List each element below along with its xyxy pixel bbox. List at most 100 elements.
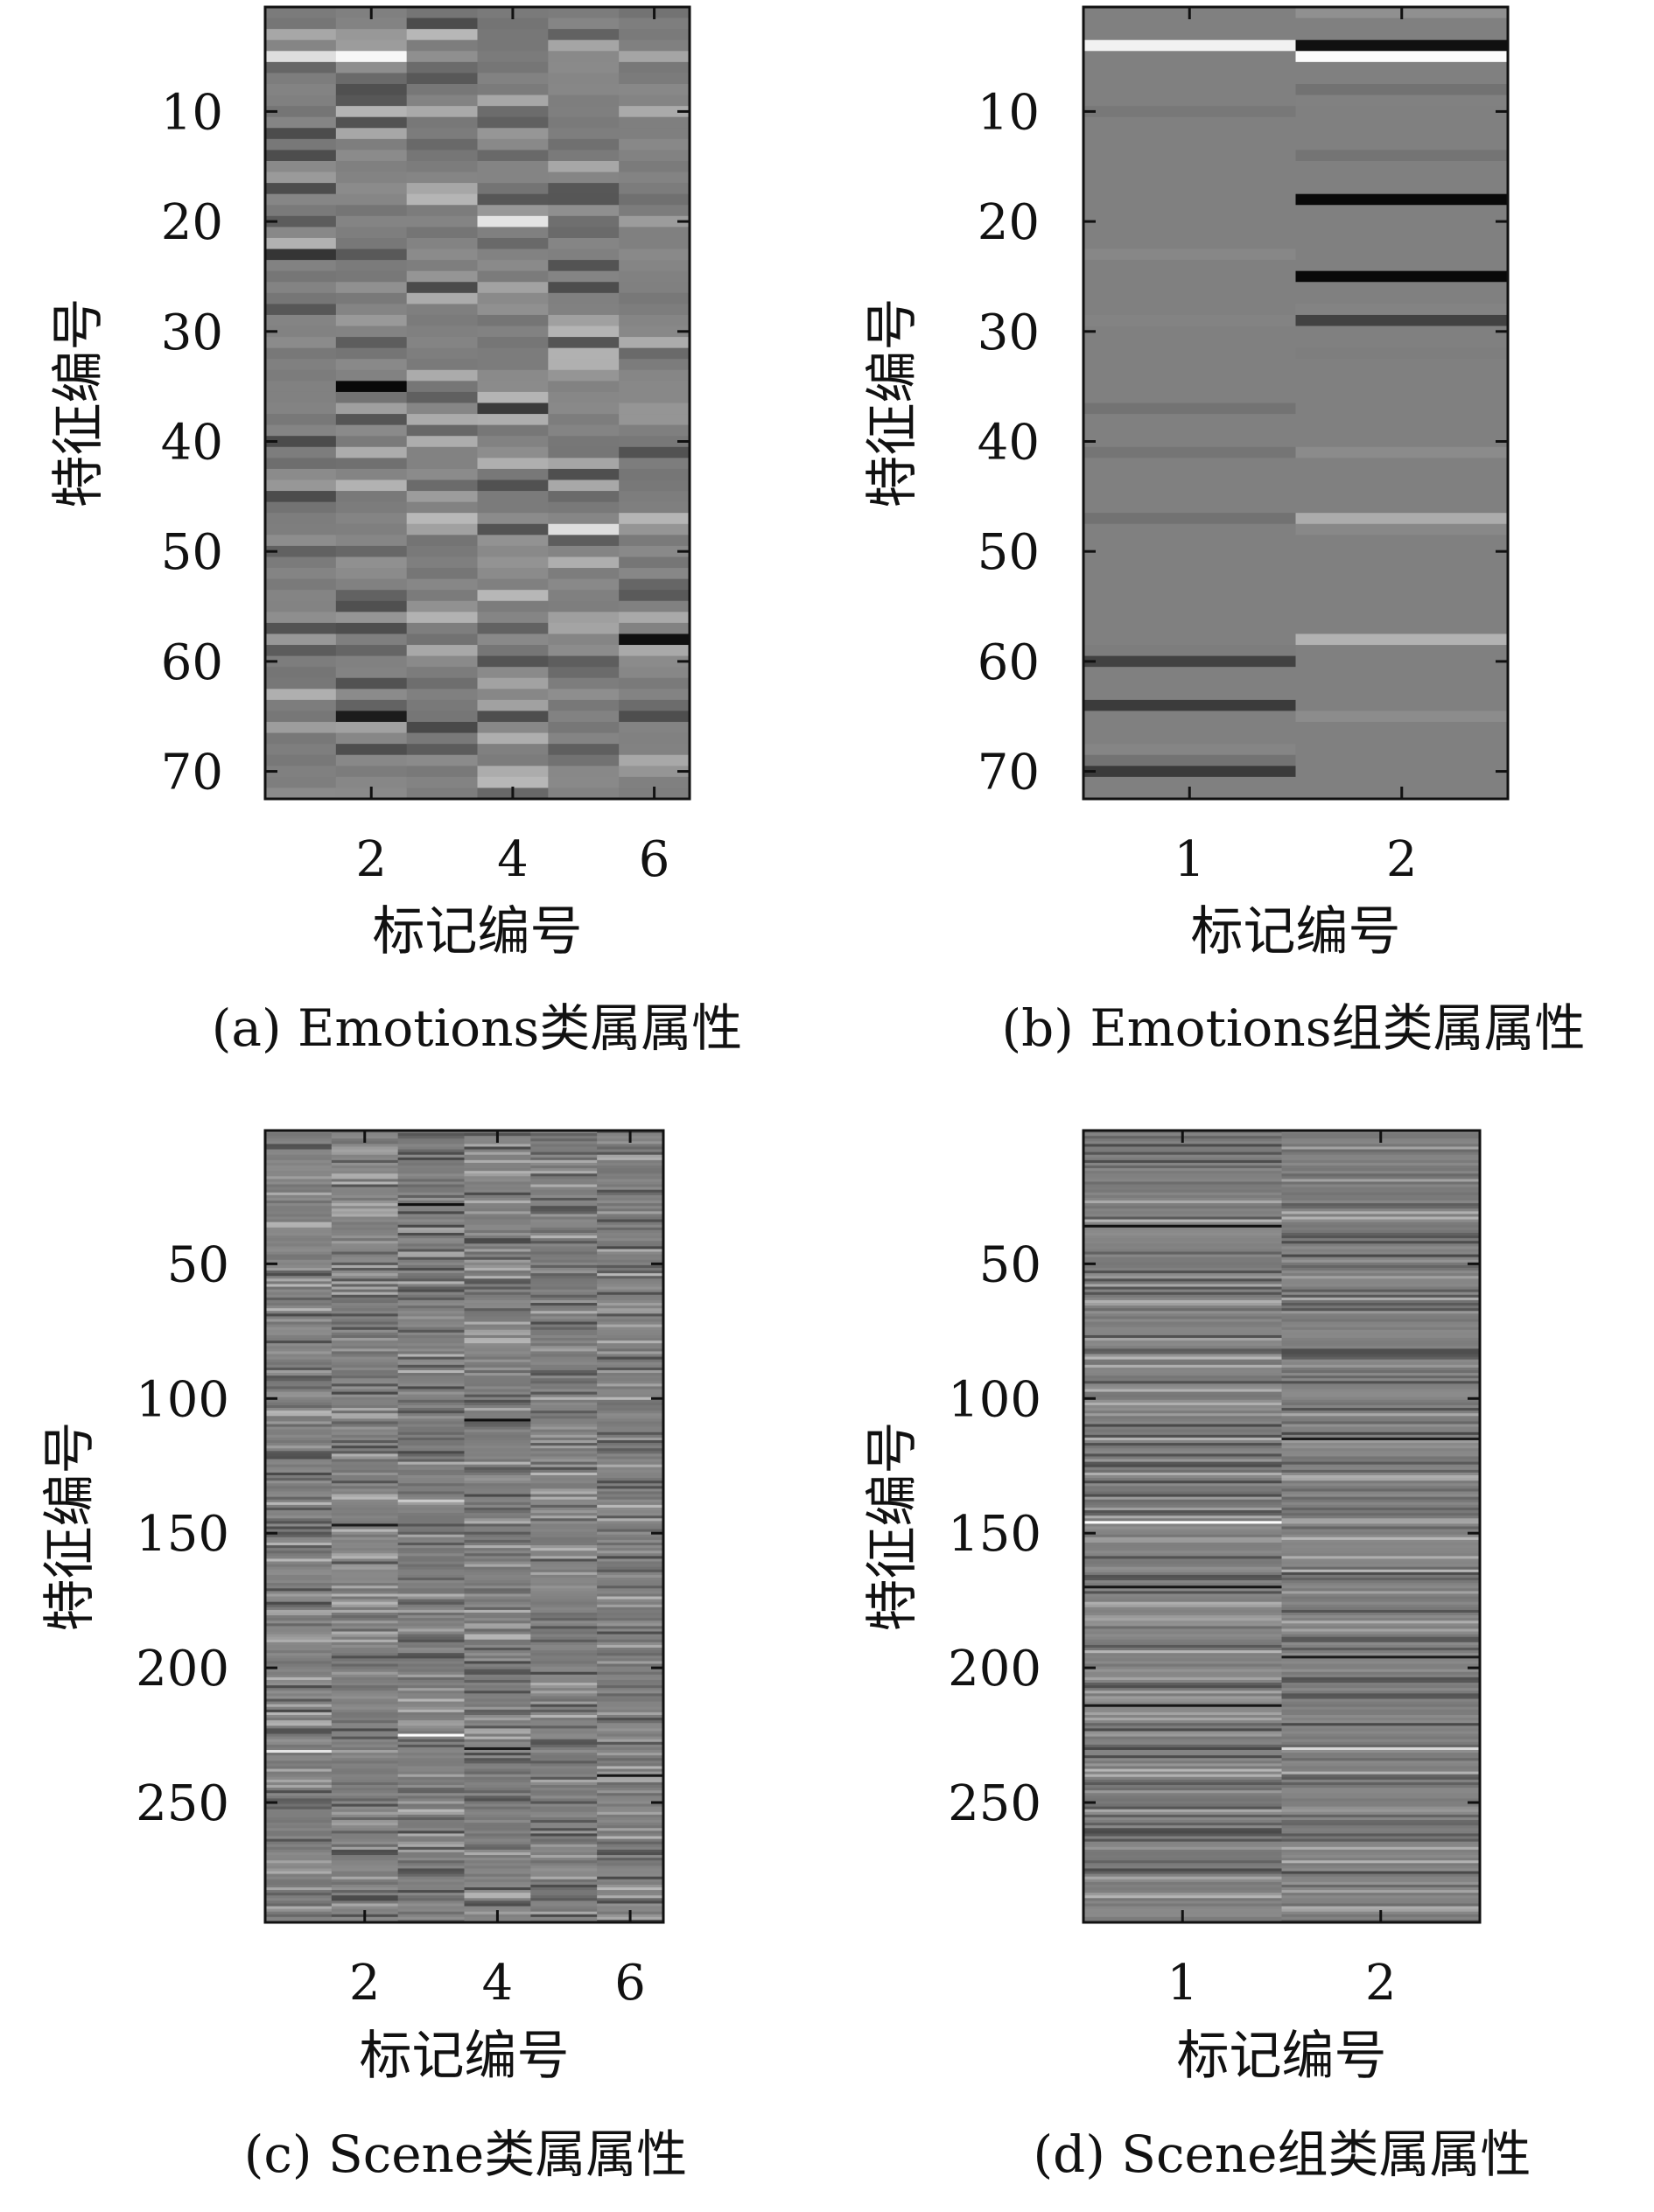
heatmap-cell <box>1083 1267 1283 1271</box>
heatmap-cell <box>1083 1536 1283 1541</box>
heatmap-cell <box>530 1523 598 1528</box>
heatmap-cell <box>331 1823 399 1826</box>
heatmap-cell <box>1281 1601 1481 1606</box>
heatmap-cell <box>597 1367 664 1371</box>
heatmap-cell <box>597 1809 664 1813</box>
heatmap-cell <box>1083 1811 1283 1816</box>
heatmap-cell <box>464 1192 531 1196</box>
heatmap-cell <box>597 1267 664 1271</box>
heatmap-cell <box>1083 1674 1283 1678</box>
heatmap-cell <box>464 1526 531 1530</box>
heatmap-cell <box>597 1262 664 1266</box>
heatmap-cell <box>335 215 408 228</box>
heatmap-cell <box>331 1782 399 1786</box>
heatmap-cell <box>530 1284 598 1288</box>
heatmap-cell <box>1281 1760 1481 1764</box>
heatmap-cell <box>530 1389 598 1393</box>
heatmap-cell <box>1281 1644 1481 1648</box>
heatmap-cell <box>397 1620 466 1624</box>
heatmap-cell <box>530 1321 598 1326</box>
heatmap-cell <box>331 1186 399 1191</box>
heatmap-cell <box>530 1618 598 1621</box>
heatmap-cell <box>1281 1284 1481 1288</box>
heatmap-cell <box>397 1469 466 1474</box>
heatmap-cell <box>331 1712 399 1716</box>
heatmap-cell <box>464 1378 531 1382</box>
heatmap-cell <box>1083 347 1297 360</box>
heatmap-cell <box>1281 1459 1481 1463</box>
heatmap-cell <box>1083 1461 1283 1466</box>
heatmap-cell <box>335 645 408 657</box>
heatmap-cell <box>619 193 690 206</box>
heatmap-cell <box>1083 513 1297 525</box>
heatmap-cell <box>1083 424 1297 437</box>
heatmap-cell <box>1281 1306 1481 1309</box>
heatmap-cell <box>406 138 479 150</box>
heatmap-cell <box>331 1653 399 1656</box>
heatmap-cell <box>1281 1906 1481 1910</box>
heatmap-cell <box>619 304 690 316</box>
heatmap-cell <box>397 1548 466 1551</box>
heatmap-cell <box>397 1858 466 1861</box>
heatmap-cell <box>597 1348 664 1353</box>
heatmap-cell <box>265 1863 333 1866</box>
heatmap-cell <box>265 1391 333 1396</box>
heatmap-cell <box>331 1623 399 1627</box>
heatmap-cell <box>331 1626 399 1630</box>
heatmap-cell <box>548 634 620 646</box>
heatmap-cell <box>1083 1168 1283 1172</box>
heatmap-cell <box>331 1548 399 1551</box>
heatmap-cell <box>406 677 479 690</box>
heatmap-cell <box>530 1613 598 1616</box>
heatmap-cell <box>1281 1324 1481 1328</box>
heatmap-cell <box>530 1281 598 1285</box>
heatmap-cell <box>597 1656 664 1659</box>
y-tick-label: 200 <box>136 1641 229 1698</box>
heatmap-cell <box>1295 138 1509 150</box>
heatmap-cell <box>464 1553 531 1557</box>
heatmap-cell <box>464 1340 531 1344</box>
heatmap-cell <box>331 1906 399 1910</box>
heatmap-cell <box>597 1548 664 1551</box>
heatmap-cell <box>397 1766 466 1770</box>
heatmap-cell <box>1083 270 1297 283</box>
heatmap-cell <box>1281 1351 1481 1355</box>
x-tick-label: 1 <box>1167 1955 1198 2012</box>
heatmap-cell <box>331 1615 399 1619</box>
heatmap-cell <box>464 1674 531 1678</box>
heatmap-cell <box>331 1491 399 1495</box>
heatmap-cell <box>477 337 549 349</box>
heatmap-cell <box>597 1166 664 1169</box>
heatmap-cell <box>1281 1348 1481 1353</box>
heatmap-cell <box>331 1356 399 1361</box>
heatmap-cell <box>331 1303 399 1306</box>
heatmap-cell <box>530 1232 598 1236</box>
heatmap-cell <box>1281 1254 1481 1258</box>
heatmap-cell <box>548 766 620 778</box>
heatmap-cell <box>1083 1303 1283 1306</box>
heatmap-cell <box>265 1726 333 1729</box>
heatmap-cell <box>597 1779 664 1783</box>
heatmap-cell <box>265 1416 333 1419</box>
heatmap-cell <box>331 1173 399 1177</box>
heatmap-cell <box>1295 634 1509 646</box>
heatmap-cell <box>464 1206 531 1209</box>
heatmap-cell <box>331 1373 399 1376</box>
heatmap-cell <box>1083 1159 1283 1164</box>
heatmap-cell <box>397 1461 466 1466</box>
heatmap-cell <box>331 1334 399 1339</box>
heatmap-cell <box>530 1141 598 1144</box>
heatmap-cell <box>397 1332 466 1336</box>
heatmap-cell <box>265 1329 333 1334</box>
heatmap-cell <box>265 1236 333 1239</box>
heatmap-cell <box>397 1526 466 1530</box>
heatmap-cell <box>331 1580 399 1584</box>
heatmap-cell <box>265 1216 333 1221</box>
heatmap-cell <box>530 1583 598 1586</box>
heatmap-cell <box>397 1811 466 1816</box>
heatmap-cell <box>1281 1518 1481 1522</box>
heatmap-cell <box>464 1903 531 1908</box>
heatmap-cell <box>331 1577 399 1581</box>
heatmap-cell <box>477 237 549 250</box>
heatmap-cell <box>265 1306 333 1309</box>
